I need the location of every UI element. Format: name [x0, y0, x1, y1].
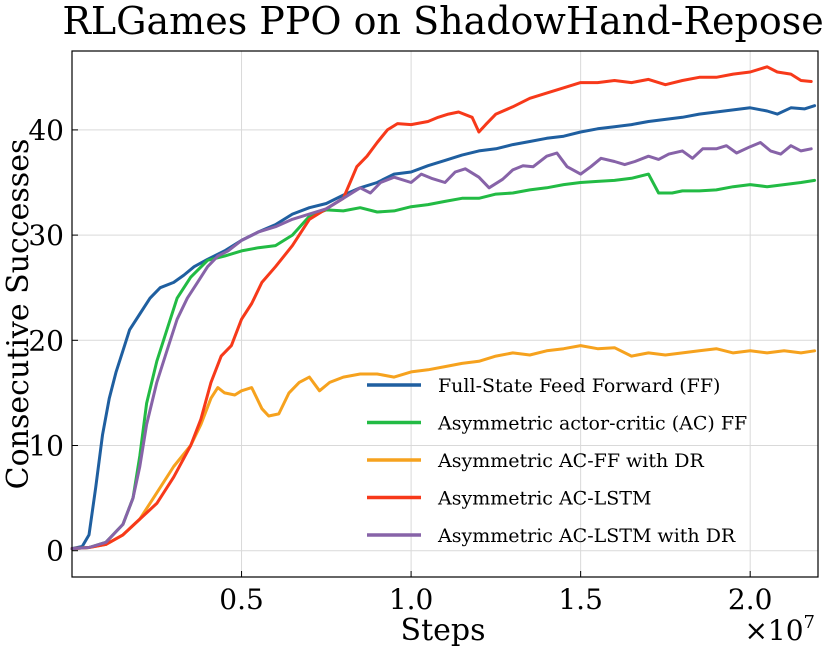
series-line [70, 104, 817, 551]
legend: Full-State Feed Forward (FF) Asymmetric a… [367, 375, 747, 547]
x-axis-scale-label: ×107 [744, 612, 815, 647]
axis-ticks: 0.5 1.0 1.5 2.0 0 10 20 30 40 [28, 114, 772, 616]
y-tick-label: 40 [28, 114, 64, 147]
y-tick-label: 0 [46, 535, 64, 568]
x-tick-label: 2.0 [728, 583, 773, 616]
legend-entry: Full-State Feed Forward (FF) [438, 375, 720, 397]
y-tick-label: 20 [28, 324, 64, 357]
grid [72, 51, 818, 577]
series-line [70, 172, 817, 551]
legend-entry: Asymmetric AC-FF with DR [437, 450, 705, 472]
y-axis-label: Consecutive Successes [1, 139, 36, 490]
plot-frame [71, 50, 819, 578]
y-tick-label: 30 [28, 219, 64, 252]
legend-entry: Asymmetric actor-critic (AC) FF [437, 413, 747, 435]
series-lines [70, 65, 817, 551]
series-line [70, 141, 813, 551]
series-line [70, 65, 813, 551]
x-tick-label: 0.5 [219, 583, 264, 616]
x-tick-label: 1.0 [389, 583, 434, 616]
x-tick-label: 1.5 [558, 583, 603, 616]
chart-title: RLGames PPO on ShadowHand-Repose [62, 0, 823, 43]
y-tick-label: 10 [28, 430, 64, 463]
x-axis-label: Steps [401, 613, 486, 648]
legend-entry: Asymmetric AC-LSTM with DR [437, 525, 736, 547]
legend-entry: Asymmetric AC-LSTM [437, 488, 651, 510]
series-line [70, 344, 817, 551]
